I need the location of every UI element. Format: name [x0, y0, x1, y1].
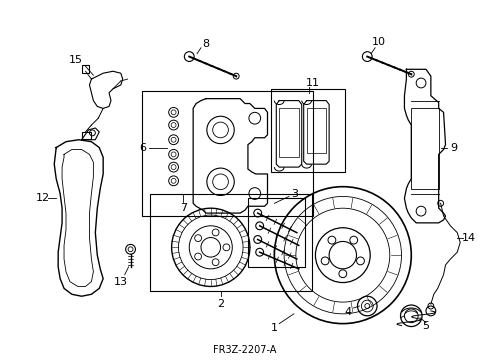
Bar — [82, 132, 92, 139]
Bar — [150, 194, 312, 291]
Text: 8: 8 — [202, 39, 209, 49]
Text: 11: 11 — [305, 78, 319, 88]
Text: 14: 14 — [462, 233, 476, 243]
Bar — [82, 66, 90, 73]
Text: 10: 10 — [372, 37, 386, 47]
Bar — [411, 108, 439, 189]
Text: 4: 4 — [344, 307, 351, 317]
Bar — [142, 91, 314, 216]
Text: 13: 13 — [114, 276, 128, 287]
Text: FR3Z-2207-A: FR3Z-2207-A — [213, 345, 277, 355]
Text: 5: 5 — [422, 320, 429, 330]
Text: 1: 1 — [271, 323, 278, 333]
Text: 7: 7 — [180, 203, 187, 213]
Bar — [248, 198, 305, 267]
Bar — [279, 108, 299, 157]
Text: 12: 12 — [35, 193, 49, 203]
Bar — [307, 108, 326, 153]
Text: 6: 6 — [139, 143, 146, 153]
Text: 15: 15 — [69, 54, 83, 64]
Bar — [271, 89, 345, 172]
Text: 2: 2 — [217, 299, 224, 309]
Text: 9: 9 — [450, 143, 457, 153]
Text: 3: 3 — [292, 189, 298, 198]
